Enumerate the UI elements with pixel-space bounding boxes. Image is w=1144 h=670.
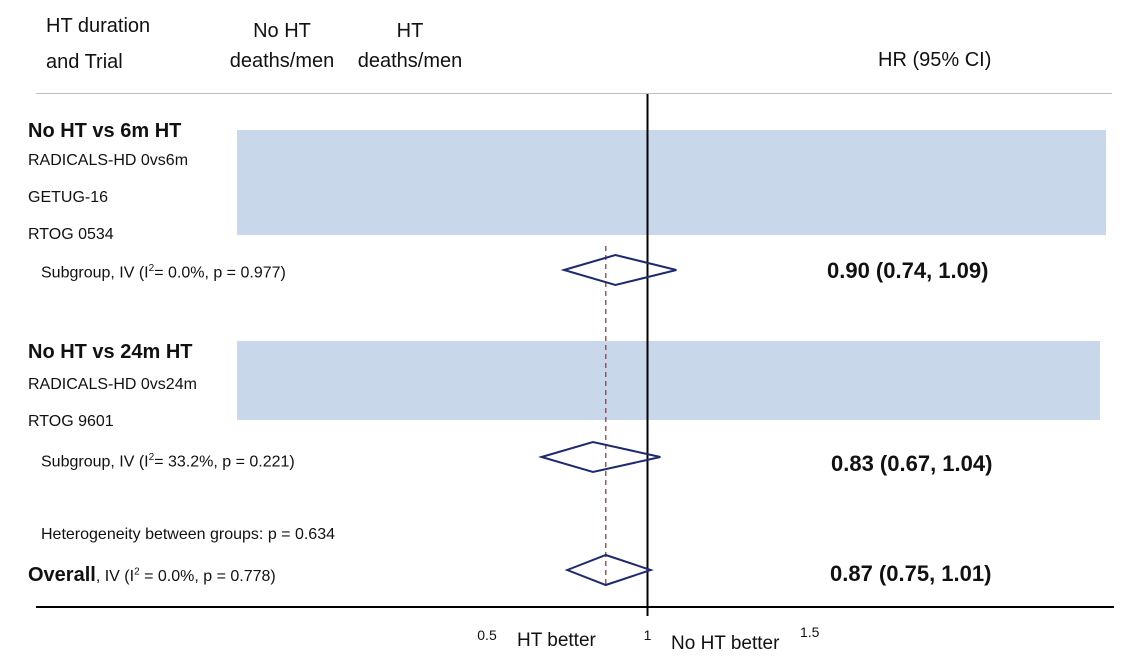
superscript: 2 [134,566,140,578]
hr-estimate-24m: 0.83 (0.67, 1.04) [831,451,993,476]
axis-tick-label: 0.5 [477,627,497,643]
trial-header-line1: HT duration [46,15,151,37]
overall-label: Overall, IV (I2 = 0.0%, p = 0.778) [28,564,276,587]
study-label: RTOG 0534 [28,226,114,243]
group-title-24m: No HT vs 24m HT [28,341,193,363]
estimate-diamond [538,440,661,474]
column-header-hr: HR (95% CI) [878,49,992,71]
header-rule [36,93,1112,94]
estimate-diamond [560,253,677,287]
superscript: 2 [148,452,155,463]
subgroup-suffix: = 33.2%, p = 0.221) [154,453,295,471]
subgroup-label-6m: Subgroup, IV (I2= 0.0%, p = 0.977) [41,263,286,282]
study-label: RADICALS-HD 0vs6m [28,152,189,169]
column-header-ht: HT deaths/men [350,16,470,76]
no-ht-better-label: No HT better [671,633,780,654]
ht-header-line1: HT [396,20,424,42]
subgroup-suffix: = 0.0%, p = 0.977) [154,264,286,282]
hr-estimate-overall: 0.87 (0.75, 1.01) [830,561,992,586]
no-ht-header-line1: No HT [253,20,311,42]
overall-prefix: , IV (I [95,568,135,585]
ht-better-label: HT better [517,630,596,651]
subgroup-label-24m: Subgroup, IV (I2= 33.2%, p = 0.221) [41,452,295,471]
axis-tick-label: 1.5 [800,624,820,640]
column-header-trial: HT duration and Trial [46,8,150,80]
estimate-diamond [564,553,654,587]
overall-bold: Overall [28,564,96,586]
heterogeneity-label: Heterogeneity between groups: p = 0.634 [41,526,335,543]
study-label: GETUG-16 [28,189,109,206]
trial-header-line2: and Trial [46,51,123,73]
redaction-mask [237,341,1100,420]
hr-estimate-6m: 0.90 (0.74, 1.09) [827,258,989,283]
superscript: 2 [148,263,155,274]
x-axis-line [36,606,1114,608]
redaction-mask [237,130,1106,235]
group-title-6m: No HT vs 6m HT [28,120,182,142]
column-header-no-ht: No HT deaths/men [222,16,342,76]
overall-suffix: = 0.0%, p = 0.778) [139,568,276,585]
no-ht-header-line2: deaths/men [229,50,335,72]
study-label: RTOG 9601 [28,413,114,430]
study-label: RADICALS-HD 0vs24m [28,376,197,393]
ht-header-line2: deaths/men [357,50,463,72]
axis-tick-label: 1 [643,627,652,643]
subgroup-prefix: Subgroup, IV (I [41,453,149,471]
subgroup-prefix: Subgroup, IV (I [41,264,149,282]
